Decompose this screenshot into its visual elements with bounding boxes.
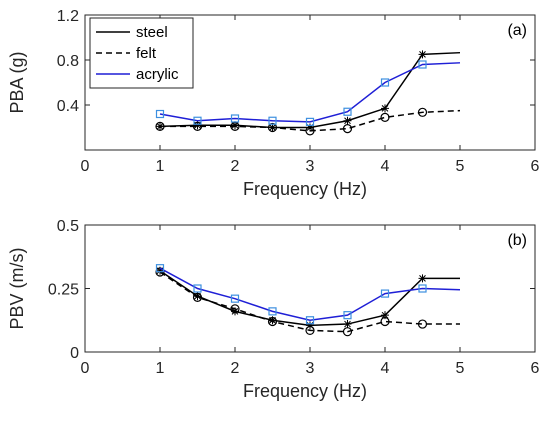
y-axis-label: PBA (g)	[7, 51, 27, 113]
data-point-steel	[156, 266, 164, 275]
data-point-steel	[418, 50, 427, 59]
series-line-felt	[160, 109, 461, 132]
chart-panel-1: 0 1 2 3 4 5 6 0 0.25 0.5 Frequency (Hz) PBV (m/s) (b…	[7, 218, 540, 401]
series-line-felt	[159, 271, 460, 333]
data-point-steel	[381, 311, 389, 320]
data-point-acrylic	[155, 264, 165, 273]
data-point-acrylic	[305, 117, 315, 126]
y-tick-label: 0.8	[57, 53, 79, 70]
data-point-acrylic	[418, 60, 427, 69]
x-tick-label: 2	[231, 158, 240, 175]
data-point-felt	[305, 325, 315, 336]
plot-area-frame	[84, 224, 536, 353]
series-line-acrylic	[159, 62, 461, 123]
data-point-steel	[306, 123, 314, 132]
x-tick-label: 4	[381, 158, 390, 175]
series-line-acrylic	[159, 267, 461, 322]
x-tick-label: 5	[456, 158, 465, 175]
data-point-felt	[305, 126, 315, 136]
legend-label-acrylic: acrylic	[136, 66, 179, 83]
data-point-steel	[343, 320, 352, 329]
data-point-acrylic	[230, 294, 240, 303]
panel-label: (b)	[507, 232, 527, 249]
x-tick-label: 2	[231, 360, 240, 377]
data-point-acrylic	[268, 307, 277, 316]
y-axis-label: PBV (m/s)	[7, 247, 27, 329]
data-point-acrylic	[193, 116, 202, 125]
data-point-acrylic	[380, 78, 390, 87]
data-point-felt	[192, 292, 203, 302]
series-line-steel	[159, 51, 461, 129]
x-axis-label: Frequency (Hz)	[243, 381, 367, 401]
y-tick-label: 0.4	[57, 98, 79, 115]
data-point-felt	[192, 121, 203, 131]
data-point-steel	[231, 307, 239, 316]
y-tick-label: 0.5	[57, 218, 79, 235]
data-point-acrylic	[193, 284, 202, 293]
data-point-steel	[343, 116, 352, 125]
panel-label: (a)	[507, 22, 527, 39]
data-point-felt	[267, 122, 278, 133]
x-tick-label: 3	[306, 158, 315, 175]
data-point-felt	[380, 316, 390, 327]
data-point-felt	[342, 327, 353, 337]
legend: steel felt acrylic	[89, 17, 194, 89]
data-point-acrylic	[155, 109, 165, 119]
x-tick-label: 0	[81, 360, 90, 377]
x-tick-label: 0	[81, 158, 90, 175]
data-point-steel	[193, 292, 202, 301]
data-point-felt	[230, 304, 240, 314]
data-point-felt	[342, 124, 353, 134]
data-point-steel	[306, 321, 314, 330]
data-point-acrylic	[343, 311, 352, 320]
data-point-acrylic	[230, 114, 240, 123]
data-point-felt	[155, 121, 165, 131]
data-point-felt	[417, 319, 428, 329]
data-point-acrylic	[343, 107, 352, 116]
x-tick-label: 1	[156, 158, 165, 175]
data-point-steel	[381, 104, 389, 113]
x-tick-label: 6	[531, 360, 540, 377]
data-point-acrylic	[418, 284, 427, 293]
legend-label-steel: steel	[136, 24, 168, 41]
x-tick-label: 4	[381, 360, 390, 377]
y-tick-label: 0	[70, 345, 79, 362]
x-axis-label: Frequency (Hz)	[243, 179, 367, 199]
chart-panel-0: 0 1 2 3 4 5 6 0.4 0.8 1.2 Frequency (Hz) PBA (g) (a)…	[7, 8, 540, 199]
x-tick-label: 3	[306, 360, 315, 377]
data-point-felt	[380, 112, 390, 122]
data-point-steel	[418, 274, 427, 283]
data-point-steel	[231, 121, 239, 130]
y-tick-label: 0.25	[48, 282, 79, 299]
x-tick-label: 5	[456, 360, 465, 377]
y-tick-label: 1.2	[57, 8, 79, 25]
data-point-acrylic	[380, 289, 390, 298]
data-point-felt	[417, 107, 428, 117]
legend-label-felt: felt	[136, 45, 157, 62]
data-point-felt	[267, 316, 278, 327]
data-point-acrylic	[305, 316, 315, 325]
x-tick-label: 6	[531, 158, 540, 175]
data-point-acrylic	[268, 116, 277, 125]
data-point-steel	[268, 316, 277, 325]
x-tick-label: 1	[156, 360, 165, 377]
data-point-steel	[193, 121, 202, 130]
